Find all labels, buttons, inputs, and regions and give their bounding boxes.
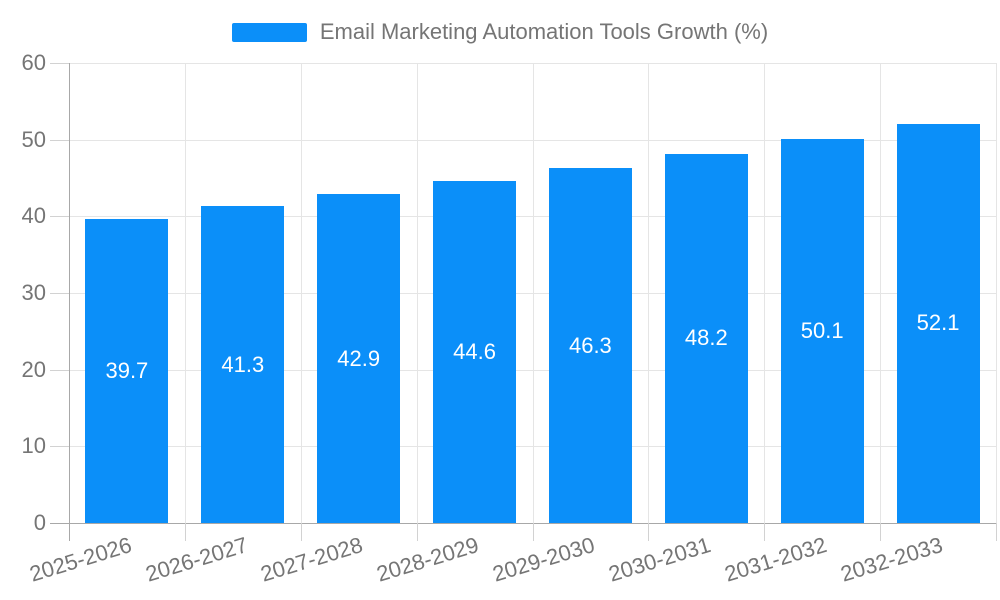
gridline-horizontal (69, 369, 996, 371)
bar[interactable] (201, 206, 285, 523)
bar[interactable] (780, 138, 864, 523)
y-axis-tick (50, 63, 69, 64)
gridline-vertical (301, 63, 302, 523)
bar[interactable] (896, 123, 980, 523)
legend-item[interactable]: Email Marketing Automation Tools Growth … (0, 12, 1000, 52)
x-axis-label: 2031-2032 (721, 532, 830, 587)
bar-value-label: 52.1 (916, 310, 960, 336)
gridline-vertical (880, 63, 881, 523)
gridline-vertical (764, 63, 765, 523)
gridline-horizontal (69, 63, 996, 64)
y-axis-label: 40 (21, 203, 46, 229)
y-axis-tick (50, 139, 69, 141)
legend-label: Email Marketing Automation Tools Growth … (319, 19, 769, 44)
x-axis-tick (533, 523, 534, 541)
x-axis-label: 2032-2033 (837, 532, 946, 587)
y-axis-tick (50, 369, 69, 371)
y-axis-label: 50 (21, 126, 46, 152)
y-axis-tick (50, 216, 69, 218)
bar-value-label: 50.1 (800, 317, 844, 343)
x-axis-tick (648, 523, 649, 541)
bar[interactable] (317, 194, 401, 523)
y-axis-tick (50, 523, 69, 524)
x-axis-tick (301, 523, 302, 541)
y-axis-label: 20 (21, 356, 46, 382)
bar-value-label: 42.9 (337, 345, 381, 371)
legend-swatch (231, 22, 307, 42)
y-axis-tick (50, 446, 69, 448)
gridline-vertical (417, 63, 418, 523)
x-axis-label: 2025-2026 (26, 532, 135, 587)
y-axis-label: 0 (33, 510, 46, 535)
bar-value-label: 46.3 (568, 332, 612, 358)
gridline-vertical (648, 63, 649, 523)
x-axis-line (69, 523, 996, 524)
gridline-vertical (533, 63, 534, 523)
y-axis-tick (50, 293, 69, 294)
bar[interactable] (85, 218, 169, 523)
gridline-horizontal (69, 216, 996, 218)
x-axis-label: 2026-2027 (142, 532, 251, 587)
plot-area: 39.7 41.3 42.9 44.6 46.3 48.2 50.1 52.1 (69, 63, 997, 523)
y-axis-label: 30 (21, 280, 46, 305)
bar-value-label: 41.3 (221, 351, 265, 377)
x-axis-tick (880, 523, 881, 541)
y-axis-label: 60 (21, 50, 46, 75)
x-axis-label: 2028-2029 (373, 532, 482, 587)
x-axis-tick (185, 523, 186, 541)
x-axis-label: 2029-2030 (489, 532, 598, 587)
gridline-horizontal (69, 139, 996, 141)
bar-value-label: 44.6 (453, 339, 497, 364)
x-axis-label: 2027-2028 (258, 532, 366, 587)
bar-value-label: 48.2 (684, 325, 728, 351)
x-axis-tick (996, 523, 997, 541)
y-axis-line (69, 63, 70, 541)
gridline-horizontal (69, 446, 996, 448)
gridline-vertical (185, 63, 186, 523)
gridline-vertical (996, 63, 997, 523)
x-axis-tick (764, 523, 765, 541)
y-axis-label: 10 (21, 433, 46, 459)
gridline-horizontal (69, 293, 996, 294)
bar[interactable] (433, 181, 517, 523)
x-axis-label: 2030-2031 (605, 532, 714, 587)
bar-value-label: 39.7 (105, 357, 149, 383)
x-axis-tick (417, 523, 418, 541)
bar[interactable] (548, 168, 632, 523)
bar[interactable] (664, 153, 748, 523)
